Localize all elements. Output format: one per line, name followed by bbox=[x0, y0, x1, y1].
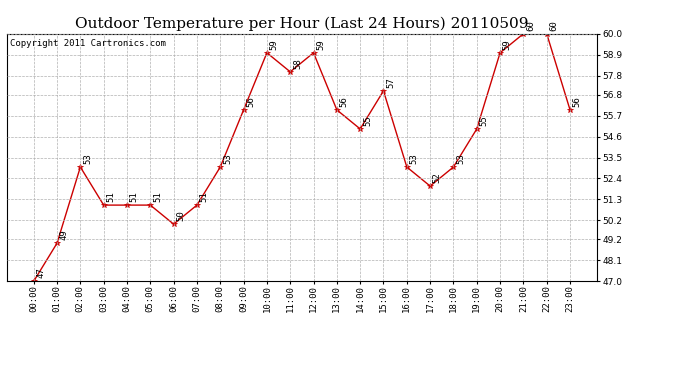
Text: 51: 51 bbox=[153, 192, 162, 202]
Text: 50: 50 bbox=[177, 211, 186, 221]
Text: 56: 56 bbox=[573, 96, 582, 107]
Text: 60: 60 bbox=[549, 20, 558, 31]
Text: 52: 52 bbox=[433, 172, 442, 183]
Text: 60: 60 bbox=[526, 20, 535, 31]
Text: Copyright 2011 Cartronics.com: Copyright 2011 Cartronics.com bbox=[10, 39, 166, 48]
Text: 51: 51 bbox=[199, 192, 208, 202]
Text: 55: 55 bbox=[363, 116, 372, 126]
Text: 59: 59 bbox=[316, 39, 325, 50]
Text: 56: 56 bbox=[339, 96, 348, 107]
Text: 57: 57 bbox=[386, 77, 395, 88]
Text: 53: 53 bbox=[83, 153, 92, 164]
Text: 51: 51 bbox=[106, 192, 115, 202]
Text: 53: 53 bbox=[410, 153, 419, 164]
Text: 53: 53 bbox=[223, 153, 232, 164]
Text: 55: 55 bbox=[480, 116, 489, 126]
Text: 58: 58 bbox=[293, 58, 302, 69]
Text: 47: 47 bbox=[37, 268, 46, 279]
Text: 49: 49 bbox=[60, 230, 69, 240]
Text: 59: 59 bbox=[270, 39, 279, 50]
Text: 59: 59 bbox=[503, 39, 512, 50]
Text: 53: 53 bbox=[456, 153, 465, 164]
Text: 56: 56 bbox=[246, 96, 255, 107]
Title: Outdoor Temperature per Hour (Last 24 Hours) 20110509: Outdoor Temperature per Hour (Last 24 Ho… bbox=[75, 17, 529, 31]
Text: 51: 51 bbox=[130, 192, 139, 202]
